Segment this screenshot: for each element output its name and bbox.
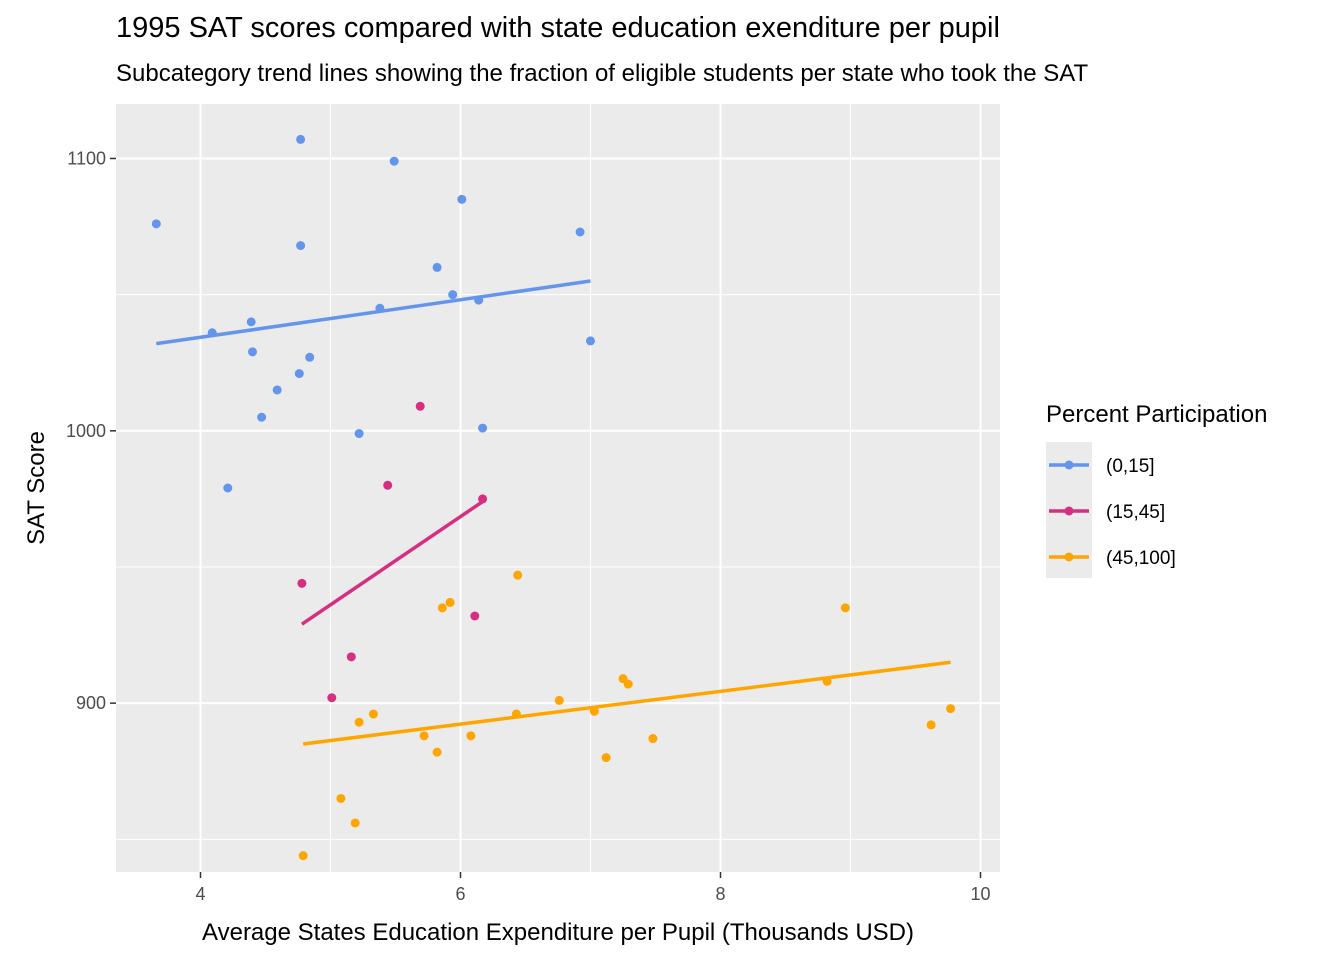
data-point: [648, 734, 658, 744]
legend-key-point: [1064, 460, 1074, 470]
y-tick-label: 900: [76, 693, 106, 713]
y-tick-label: 1000: [66, 421, 106, 441]
data-point: [466, 731, 476, 741]
trend-line-2: [300, 500, 484, 626]
data-point: [354, 717, 364, 727]
x-tick-label: 10: [970, 884, 990, 904]
legend-label: (15,45]: [1106, 502, 1165, 523]
data-point: [470, 611, 480, 621]
chart-subtitle: Subcategory trend lines showing the frac…: [116, 60, 1089, 87]
trend-line-1: [156, 279, 591, 346]
legend: Percent Participation (0,15] (15,45] (45,1…: [1046, 401, 1267, 578]
data-point: [419, 731, 429, 741]
data-point: [346, 652, 356, 662]
y-axis: 900 1000 1100: [66, 148, 116, 713]
data-point: [368, 709, 378, 719]
data-point: [432, 262, 442, 272]
plot-panel: [116, 104, 1000, 872]
y-tick-label: 1100: [67, 148, 106, 168]
data-point: [246, 317, 256, 327]
data-point: [350, 818, 360, 828]
data-point: [575, 227, 585, 237]
data-point: [305, 352, 315, 362]
data-point: [151, 219, 161, 229]
data-point: [383, 480, 393, 490]
data-point: [296, 134, 306, 144]
data-point: [554, 695, 564, 705]
x-axis-title: Average States Education Expenditure per…: [202, 919, 914, 946]
data-point: [474, 295, 484, 305]
data-point: [840, 603, 850, 613]
data-point: [354, 429, 364, 439]
data-point: [822, 676, 832, 686]
x-tick-label: 4: [195, 884, 205, 904]
data-point: [298, 851, 308, 861]
legend-key-point: [1064, 552, 1074, 562]
data-point: [294, 369, 304, 379]
legend-key-point: [1064, 506, 1074, 516]
data-point: [432, 747, 442, 757]
data-point: [336, 793, 346, 803]
data-point: [513, 570, 523, 580]
data-point: [296, 241, 306, 251]
x-tick-label: 8: [715, 884, 725, 904]
data-point: [297, 578, 307, 588]
data-point: [415, 401, 425, 411]
data-point: [946, 704, 956, 714]
data-point: [248, 347, 257, 357]
data-point: [478, 494, 488, 504]
chart-title: 1995 SAT scores compared with state educ…: [116, 12, 1000, 44]
x-axis: 4 6 8 10: [195, 872, 991, 904]
data-point: [389, 156, 399, 166]
data-point: [478, 423, 488, 433]
data-point: [207, 328, 217, 338]
legend-label: (0,15]: [1106, 456, 1155, 477]
data-point: [327, 693, 337, 703]
data-point: [445, 597, 455, 607]
data-point: [272, 385, 282, 395]
data-point: [437, 603, 447, 613]
trend-line-3: [302, 660, 951, 746]
x-tick-label: 6: [455, 884, 465, 904]
data-points: [151, 134, 956, 861]
data-point: [223, 483, 233, 493]
data-point: [926, 720, 936, 730]
y-axis-title: SAT Score: [23, 431, 50, 545]
data-point: [257, 412, 267, 422]
data-point: [448, 290, 458, 300]
legend-label: (45,100]: [1106, 548, 1176, 569]
data-point: [586, 336, 595, 346]
trend-lines: [156, 279, 951, 746]
minor-gridlines: [116, 104, 1000, 872]
data-point: [589, 706, 599, 716]
data-point: [623, 679, 633, 689]
data-point: [375, 303, 385, 313]
data-point: [457, 194, 467, 204]
data-point: [601, 753, 611, 763]
legend-title: Percent Participation: [1046, 401, 1267, 428]
data-point: [511, 709, 521, 719]
